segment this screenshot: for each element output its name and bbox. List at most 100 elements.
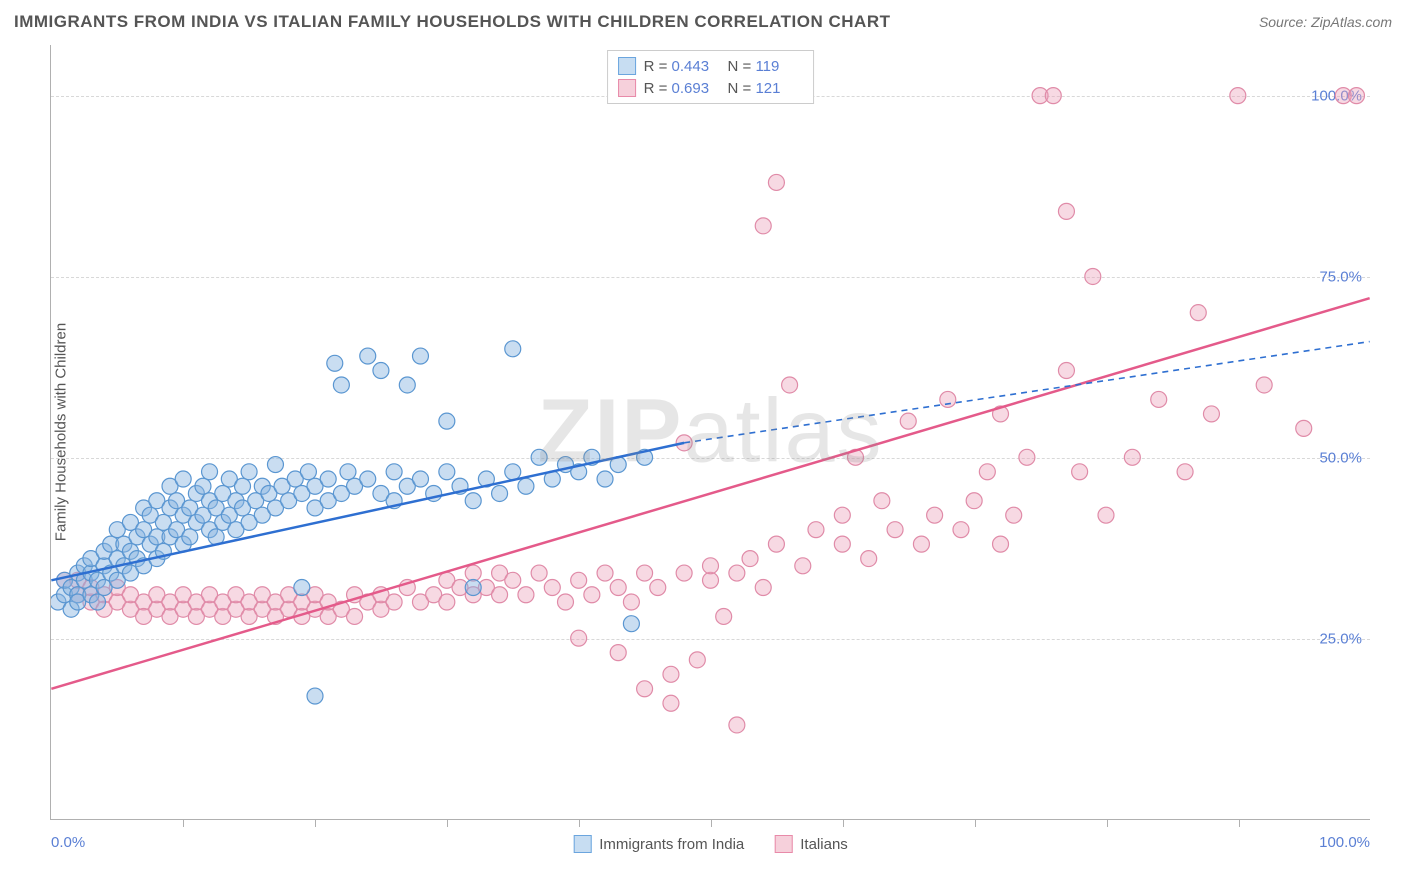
scatter-point xyxy=(208,529,224,545)
scatter-point xyxy=(175,536,191,552)
scatter-point xyxy=(966,493,982,509)
y-tick-label: 25.0% xyxy=(1319,630,1362,647)
source-label: Source: ZipAtlas.com xyxy=(1259,14,1392,30)
scatter-point xyxy=(333,601,349,617)
scatter-point xyxy=(689,652,705,668)
scatter-point xyxy=(360,348,376,364)
gridline xyxy=(51,639,1370,640)
scatter-point xyxy=(452,580,468,596)
scatter-point xyxy=(254,478,270,494)
scatter-point xyxy=(874,493,890,509)
scatter-point xyxy=(887,522,903,538)
scatter-point xyxy=(1296,420,1312,436)
scatter-point xyxy=(136,500,152,516)
scatter-point xyxy=(755,580,771,596)
scatter-point xyxy=(294,594,310,610)
scatter-point xyxy=(465,565,481,581)
scatter-point xyxy=(782,377,798,393)
scatter-point xyxy=(175,587,191,603)
scatter-point xyxy=(136,558,152,574)
scatter-point xyxy=(505,341,521,357)
swatch-series2 xyxy=(618,79,636,97)
scatter-point xyxy=(1072,464,1088,480)
scatter-point xyxy=(96,543,112,559)
stats-row-series2: R = 0.693 N = 121 xyxy=(618,77,804,99)
scatter-point xyxy=(162,500,178,516)
scatter-point xyxy=(703,558,719,574)
scatter-point xyxy=(755,218,771,234)
scatter-point xyxy=(122,565,138,581)
x-tick xyxy=(843,819,844,827)
gridline xyxy=(51,277,1370,278)
scatter-point xyxy=(347,587,363,603)
scatter-point xyxy=(90,594,106,610)
scatter-point xyxy=(307,587,323,603)
scatter-point xyxy=(109,580,125,596)
scatter-point xyxy=(557,594,573,610)
scatter-point xyxy=(399,580,415,596)
scatter-point xyxy=(913,536,929,552)
scatter-point xyxy=(505,464,521,480)
scatter-point xyxy=(287,471,303,487)
swatch-series2-bottom xyxy=(774,835,792,853)
scatter-point xyxy=(188,514,204,530)
scatter-point xyxy=(597,565,613,581)
scatter-point xyxy=(122,601,138,617)
scatter-point xyxy=(307,601,323,617)
scatter-point xyxy=(96,580,112,596)
scatter-point xyxy=(103,565,119,581)
scatter-point xyxy=(228,493,244,509)
scatter-point xyxy=(637,565,653,581)
y-axis-label: Family Households with Children xyxy=(53,323,70,541)
scatter-point xyxy=(149,529,165,545)
scatter-point xyxy=(96,558,112,574)
scatter-point xyxy=(1151,391,1167,407)
scatter-point xyxy=(267,608,283,624)
scatter-point xyxy=(70,594,86,610)
scatter-point xyxy=(129,529,145,545)
scatter-point xyxy=(571,572,587,588)
plot-area: Family Households with Children 25.0% 50.… xyxy=(50,45,1370,820)
scatter-point xyxy=(729,717,745,733)
scatter-point xyxy=(716,608,732,624)
scatter-point xyxy=(109,594,125,610)
scatter-point xyxy=(623,594,639,610)
scatter-point xyxy=(122,587,138,603)
scatter-point xyxy=(76,558,92,574)
x-tick-label-left: 0.0% xyxy=(51,834,85,851)
scatter-point xyxy=(610,645,626,661)
scatter-point xyxy=(492,587,508,603)
scatter-point xyxy=(610,457,626,473)
scatter-point xyxy=(281,601,297,617)
y-tick-label: 100.0% xyxy=(1311,87,1362,104)
scatter-point xyxy=(248,493,264,509)
scatter-point xyxy=(169,522,185,538)
scatter-point xyxy=(531,565,547,581)
scatter-point xyxy=(83,565,99,581)
scatter-point xyxy=(412,471,428,487)
scatter-point xyxy=(518,478,534,494)
swatch-series1-bottom xyxy=(573,835,591,853)
scatter-point xyxy=(927,507,943,523)
scatter-point xyxy=(57,572,73,588)
y-tick-label: 50.0% xyxy=(1319,449,1362,466)
legend-item-series2: Italians xyxy=(774,835,848,853)
scatter-point xyxy=(162,608,178,624)
scatter-point xyxy=(241,608,257,624)
scatter-point xyxy=(320,471,336,487)
scatter-point xyxy=(426,485,442,501)
scatter-point xyxy=(195,478,211,494)
scatter-point xyxy=(254,601,270,617)
scatter-point xyxy=(116,558,132,574)
scatter-point xyxy=(571,464,587,480)
scatter-point xyxy=(136,594,152,610)
scatter-point xyxy=(597,471,613,487)
scatter-point xyxy=(373,363,389,379)
scatter-point xyxy=(241,594,257,610)
scatter-point xyxy=(149,493,165,509)
chart-svg-layer xyxy=(51,45,1370,819)
scatter-point xyxy=(900,413,916,429)
trend-line xyxy=(51,298,1369,689)
scatter-point xyxy=(439,572,455,588)
scatter-point xyxy=(834,507,850,523)
